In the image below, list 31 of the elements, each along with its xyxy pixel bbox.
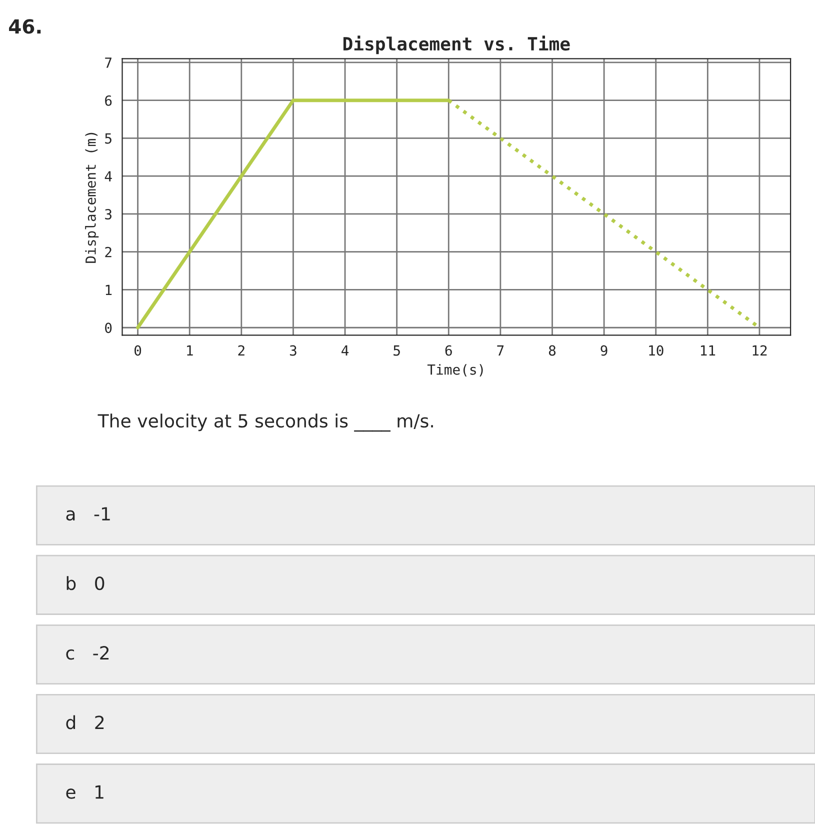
x-tick-label: 4	[342, 345, 349, 356]
x-tick-label: 1	[187, 345, 193, 356]
x-tick-label: 8	[548, 345, 556, 356]
x-tick-label: 12	[752, 345, 767, 356]
y-tick-label: 1	[106, 284, 112, 296]
text: e 1	[66, 785, 104, 799]
text: c -2	[66, 646, 109, 660]
x-tick-label: 6	[445, 345, 452, 356]
text: b 0	[66, 576, 104, 590]
text: The velocity at 5 seconds is ____ m/s.	[98, 414, 433, 432]
text: d 2	[66, 715, 104, 730]
chart-title: Displacement vs. Time	[343, 36, 570, 54]
y-axis-title: Displacement (m)	[85, 132, 99, 263]
y-tick-label: 0	[105, 322, 112, 334]
x-tick-label: 2	[238, 345, 244, 356]
y-tick-label: 6	[105, 95, 112, 106]
x-axis-title: Time(s)	[427, 364, 483, 376]
text: 46.	[9, 19, 41, 34]
x-tick-label: 11	[700, 345, 716, 356]
x-tick-label: 9	[600, 345, 608, 356]
x-tick-label: 7	[497, 345, 504, 356]
x-tick-label: 0	[134, 345, 142, 356]
y-tick-label: 4	[104, 171, 112, 182]
y-tick-label: 5	[105, 133, 112, 144]
y-tick-label: 3	[105, 208, 112, 220]
x-tick-label: 5	[394, 345, 400, 356]
x-tick-label: 3	[290, 345, 296, 356]
x-tick-label: 10	[649, 345, 664, 356]
y-tick-label: 7	[105, 58, 112, 68]
y-tick-label: 2	[105, 246, 112, 258]
text: a -1	[66, 507, 110, 521]
